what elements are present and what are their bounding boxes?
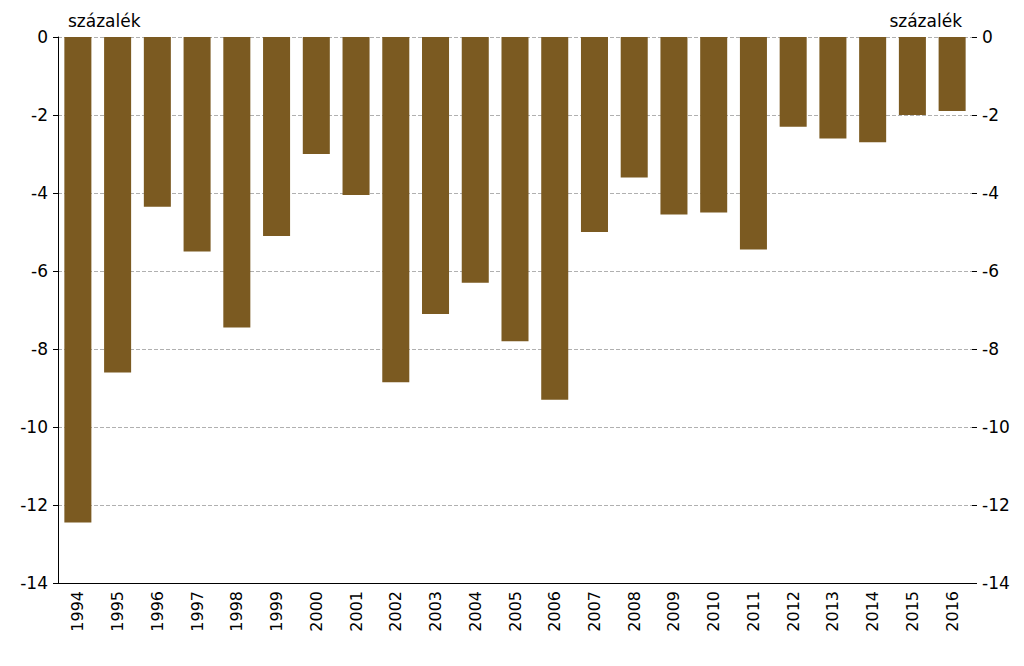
svg-text:0: 0 [37, 27, 48, 47]
svg-text:-10: -10 [982, 417, 1010, 437]
svg-text:1999: 1999 [267, 591, 286, 632]
svg-text:2003: 2003 [426, 591, 445, 632]
svg-text:-4: -4 [31, 183, 48, 203]
svg-text:-8: -8 [31, 339, 48, 359]
svg-text:2009: 2009 [664, 591, 683, 632]
svg-text:2006: 2006 [545, 591, 564, 632]
svg-text:-6: -6 [31, 261, 48, 281]
svg-text:-10: -10 [20, 417, 48, 437]
svg-text:-12: -12 [982, 495, 1010, 515]
svg-text:-4: -4 [982, 183, 999, 203]
svg-text:2004: 2004 [466, 591, 485, 632]
svg-text:2016: 2016 [943, 591, 962, 632]
svg-text:-14: -14 [20, 573, 48, 593]
svg-text:2000: 2000 [307, 591, 326, 632]
svg-text:1995: 1995 [108, 591, 127, 632]
svg-text:-6: -6 [982, 261, 999, 281]
svg-text:-2: -2 [982, 105, 999, 125]
svg-text:2011: 2011 [744, 591, 763, 632]
svg-text:1996: 1996 [148, 591, 167, 632]
svg-text:2001: 2001 [347, 591, 366, 632]
svg-text:2014: 2014 [863, 591, 882, 632]
svg-text:2007: 2007 [585, 591, 604, 632]
svg-text:0: 0 [982, 27, 993, 47]
svg-text:2013: 2013 [823, 591, 842, 632]
svg-text:2005: 2005 [506, 591, 525, 632]
svg-text:2002: 2002 [386, 591, 405, 632]
svg-text:százalék: százalék [68, 11, 141, 31]
svg-text:-8: -8 [982, 339, 999, 359]
svg-text:2012: 2012 [784, 591, 803, 632]
svg-text:1997: 1997 [188, 591, 207, 632]
svg-text:-2: -2 [31, 105, 48, 125]
svg-text:százalék: százalék [889, 11, 962, 31]
svg-text:1998: 1998 [227, 591, 246, 632]
svg-text:1994: 1994 [68, 591, 87, 632]
svg-text:2010: 2010 [704, 591, 723, 632]
svg-text:-12: -12 [20, 495, 48, 515]
svg-text:-14: -14 [982, 573, 1010, 593]
svg-text:2008: 2008 [625, 591, 644, 632]
svg-text:2015: 2015 [903, 591, 922, 632]
